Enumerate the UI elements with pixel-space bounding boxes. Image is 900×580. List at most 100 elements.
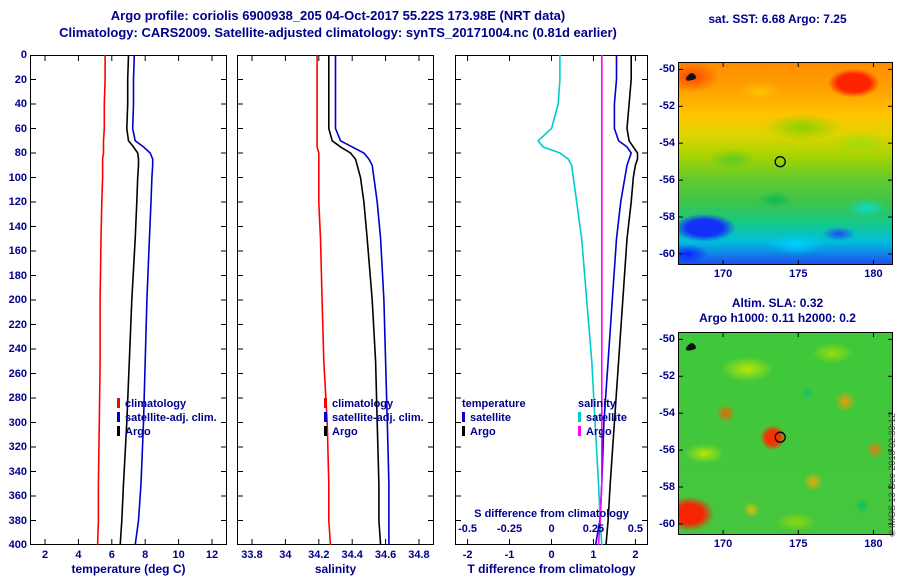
tick-label: 80 — [14, 147, 27, 159]
difference-legend-salinity: salinity satellite Argo — [578, 397, 627, 439]
tick-label: 170 — [713, 268, 733, 280]
tick-label: 4 — [75, 549, 82, 561]
tick-label: 260 — [8, 367, 27, 380]
tick-label: -60 — [659, 247, 675, 260]
series-climatology — [96, 55, 106, 545]
tick-label: 20 — [14, 73, 27, 86]
t-satellite-line-swatch — [462, 412, 465, 422]
tick-label: 200 — [8, 294, 27, 306]
series-argo — [119, 55, 140, 545]
argo-line-swatch — [324, 426, 327, 436]
tick-label: -60 — [659, 517, 675, 530]
tick-label: 340 — [8, 465, 27, 478]
series-climatology — [316, 55, 332, 545]
legend-item: climatology — [117, 397, 217, 411]
tick-label: 120 — [8, 196, 27, 208]
tick-label: 180 — [864, 538, 883, 550]
tick-label: 160 — [8, 245, 27, 257]
climatology-line-swatch — [117, 398, 120, 408]
tick-label: 140 — [8, 220, 27, 233]
legend-label: satellite — [470, 412, 511, 424]
legend-label: Argo — [332, 426, 358, 438]
tick-label: 0 — [20, 49, 27, 61]
s-difference-axis-label: S difference from climatology — [474, 508, 629, 520]
tick-label: -2 — [462, 549, 473, 561]
float-position-marker — [774, 156, 786, 168]
legend-label: Argo — [470, 426, 496, 438]
figure-subtitle: Climatology: CARS2009. Satellite-adjuste… — [59, 25, 617, 40]
legend-item: satellite — [462, 411, 526, 425]
series-salinity-argo — [597, 55, 603, 545]
legend-header: temperature — [462, 398, 526, 410]
tick-label: 34.2 — [308, 549, 330, 561]
tick-label: 180 — [864, 268, 883, 280]
tick-label: 300 — [8, 416, 27, 429]
figure-title: Argo profile: coriolis 6900938_205 04-Oc… — [110, 8, 566, 23]
tick-label: 34.4 — [341, 549, 363, 561]
tick-label: -50 — [659, 63, 675, 76]
series-salinity-satellite — [537, 55, 603, 545]
legend-item: satellite — [578, 411, 627, 425]
temperature-legend: climatology satellite-adj. clim. Argo — [117, 397, 217, 439]
salinity-legend: climatology satellite-adj. clim. Argo — [324, 397, 424, 439]
watermark: ©IMOS 13-Dec-2018 02:33:12 — [887, 412, 897, 538]
tick-label: -58 — [659, 211, 675, 224]
tick-label: 33.8 — [241, 549, 263, 561]
sla-map-subtitle: Argo h1000: 0.11 h2000: 0.2 — [699, 311, 856, 325]
tick-label: 2 — [41, 549, 49, 561]
legend-item: Argo — [324, 425, 424, 439]
t-argo-line-swatch — [462, 426, 465, 436]
tick-label: 180 — [8, 269, 27, 282]
legend-item: climatology — [324, 397, 424, 411]
legend-label: satellite-adj. clim. — [332, 412, 424, 424]
series-temperature-argo — [605, 55, 639, 545]
legend-header: salinity — [578, 398, 616, 410]
legend-label: Argo — [586, 426, 612, 438]
tick-label: 240 — [8, 343, 27, 355]
tick-label: -1 — [504, 549, 515, 561]
legend-item: Argo — [462, 425, 526, 439]
tick-label: 34.8 — [408, 549, 430, 561]
tick-label: 170 — [713, 538, 733, 550]
difference-plot — [455, 55, 648, 545]
series-temperature-satellite — [594, 55, 633, 545]
sla-map-overlay — [678, 332, 893, 535]
temperature-axis-label: temperature (deg C) — [71, 562, 186, 576]
legend-label: climatology — [125, 398, 187, 410]
legend-item: Argo — [578, 425, 627, 439]
tick-label: -0.25 — [496, 523, 523, 535]
tick-label: 60 — [14, 122, 27, 135]
tick-label: -52 — [659, 100, 675, 113]
tick-label: 175 — [789, 538, 808, 550]
series-argo — [328, 55, 382, 545]
legend-label: satellite-adj. clim. — [125, 412, 217, 424]
series-satellite-adj-clim- — [131, 55, 154, 545]
salinity-axis-label: salinity — [314, 562, 357, 576]
satellite-adj-line-swatch — [324, 412, 327, 422]
tick-label: -54 — [659, 137, 675, 150]
legend-item: Argo — [117, 425, 217, 439]
tick-label: 280 — [8, 392, 27, 404]
salinity-plot — [237, 55, 434, 545]
tick-label: -56 — [659, 444, 675, 457]
tick-label: 34 — [279, 549, 292, 561]
tick-label: 40 — [14, 98, 27, 110]
float-position-marker — [774, 431, 786, 443]
tick-label: 400 — [8, 539, 27, 551]
sst-map-overlay — [678, 62, 893, 265]
coastline-icon — [685, 73, 696, 81]
tick-label: 100 — [8, 171, 27, 184]
difference-legend-temperature: temperature satellite Argo — [462, 397, 526, 439]
temperature-plot — [30, 55, 227, 545]
tick-label: 34.6 — [374, 549, 397, 561]
tick-label: 2 — [632, 549, 639, 561]
tick-label: 10 — [172, 549, 185, 561]
temperature-profile-panel — [30, 55, 227, 545]
tick-label: 8 — [142, 549, 149, 561]
tick-label: -58 — [659, 481, 675, 494]
tick-label: -56 — [659, 174, 675, 187]
tick-label: 1 — [590, 549, 597, 561]
legend-label: climatology — [332, 398, 394, 410]
sst-map-title: sat. SST: 6.68 Argo: 7.25 — [708, 12, 847, 26]
tick-label: -52 — [659, 370, 675, 383]
